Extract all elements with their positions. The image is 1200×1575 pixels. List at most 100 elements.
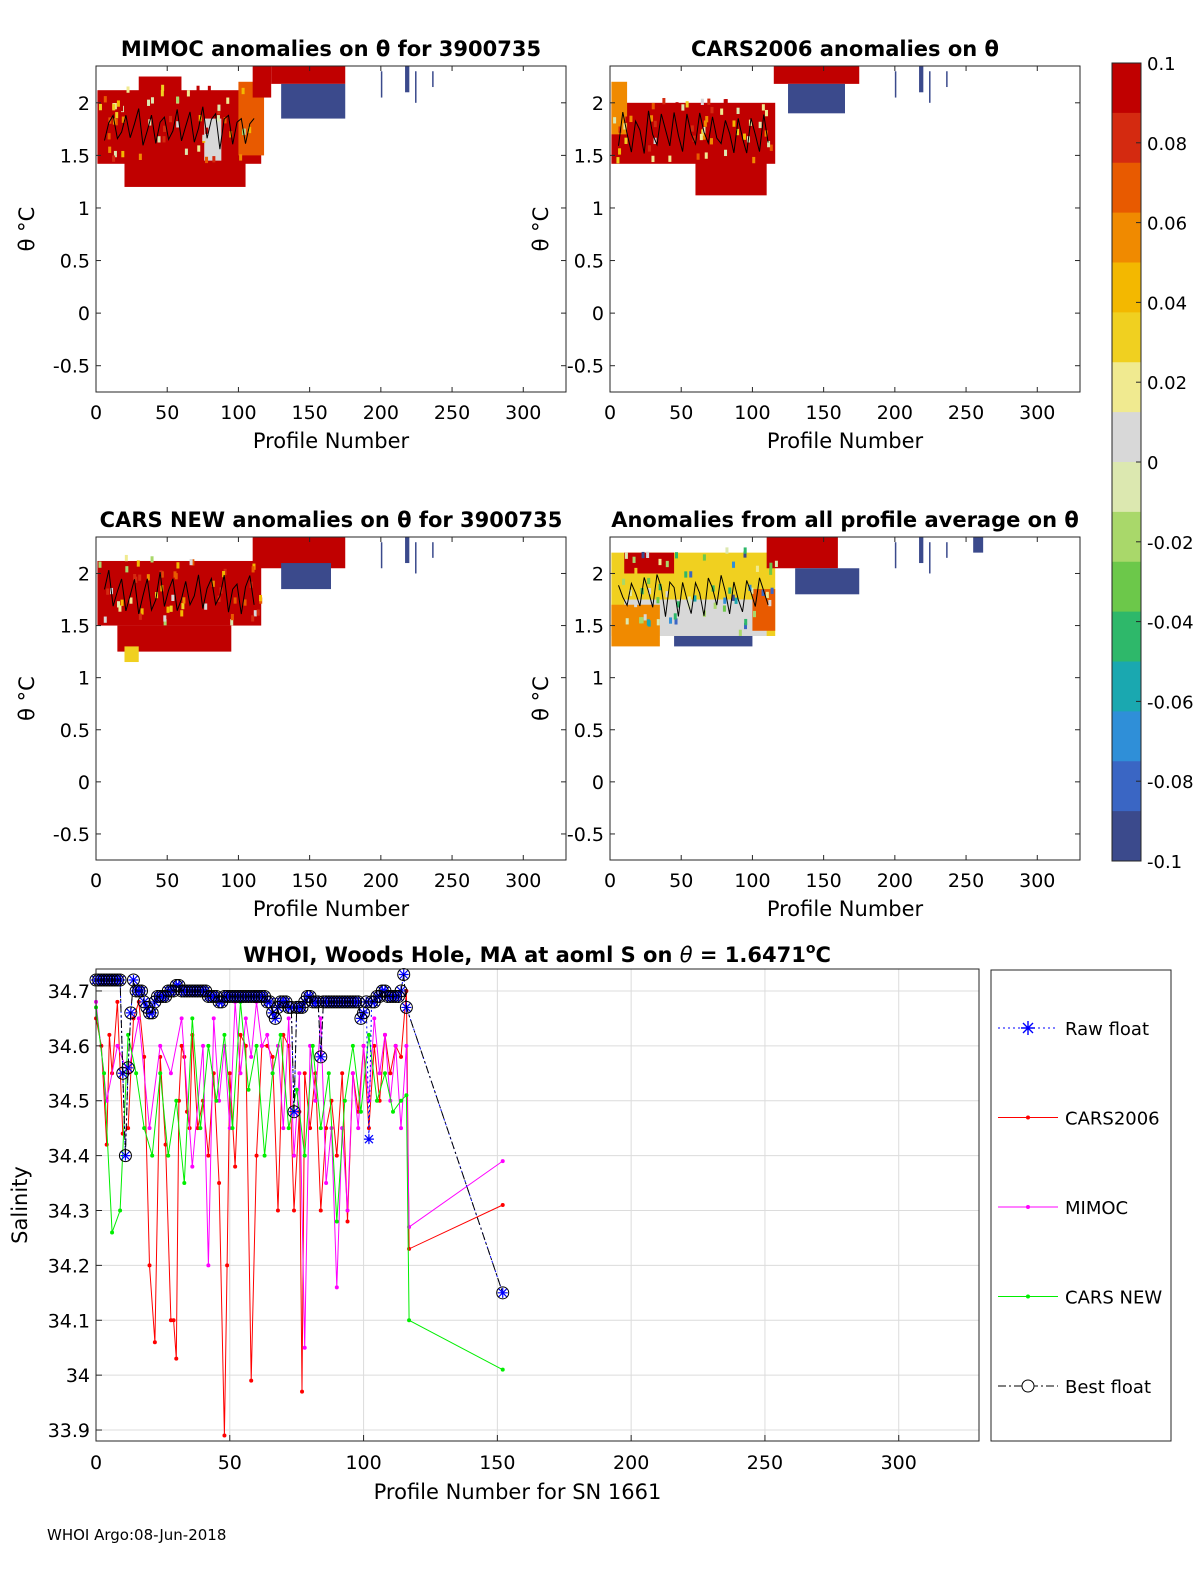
anomaly-cell [685, 101, 689, 108]
data-point [223, 989, 237, 1003]
anomaly-cell [98, 561, 102, 568]
contour-line [104, 569, 255, 615]
anomaly-cell [130, 135, 134, 142]
anomaly-cell [724, 149, 728, 157]
anomaly-cell [650, 115, 654, 122]
anomaly-cell [702, 554, 706, 561]
anomaly-cell [723, 99, 727, 106]
anomaly-cell [103, 96, 107, 103]
anomaly-cell [648, 588, 652, 595]
x-tick-label: 0 [90, 1452, 102, 1474]
data-point [308, 995, 322, 1009]
colorbar-swatch [1112, 312, 1141, 363]
colorbar-swatch [1112, 711, 1141, 762]
colorbar-tick-label: 0.04 [1147, 293, 1187, 314]
colorbar-swatch [1112, 761, 1141, 812]
anomaly-cell [202, 134, 206, 142]
anomaly-cell [124, 554, 128, 562]
data-point [359, 995, 373, 1009]
data-point [143, 1006, 157, 1020]
colorbar-swatch [1112, 661, 1141, 712]
data-point [239, 989, 253, 1003]
y-tick-label: 0.5 [574, 251, 604, 273]
anomaly-cell [639, 617, 643, 624]
anomaly-cell [732, 120, 736, 127]
anomaly-cell [678, 113, 682, 120]
anomaly-cell [145, 592, 149, 599]
anomaly-cell [674, 618, 678, 625]
data-point [324, 995, 338, 1009]
data-point [345, 1208, 350, 1213]
data-point [180, 984, 194, 998]
data-point [126, 1126, 131, 1131]
data-point [247, 989, 261, 1003]
data-point [300, 1389, 305, 1394]
data-point [330, 995, 344, 1009]
anomaly-cell [628, 589, 632, 597]
x-tick-label: 0 [90, 402, 102, 424]
anomaly-cell [120, 599, 124, 606]
legend-marker [1021, 1379, 1035, 1393]
data-point [313, 996, 324, 1007]
anomaly-cell [676, 601, 680, 608]
x-tick-label: 100 [220, 402, 256, 424]
data-point [366, 1098, 371, 1103]
y-tick-label: 2 [78, 93, 90, 115]
anomaly-cell [176, 562, 180, 569]
axes-box [609, 65, 1081, 393]
anomaly-cell [169, 605, 173, 612]
anomaly-cell [656, 619, 660, 626]
data-point [201, 989, 215, 1003]
y-axis-label: θ °C [15, 207, 39, 252]
anomaly-cell [734, 597, 738, 604]
anomaly-cell [720, 108, 724, 115]
data-point [334, 1153, 339, 1158]
data-point [136, 1016, 141, 1021]
anomaly-block [281, 563, 331, 590]
x-tick-label: 0 [604, 402, 616, 424]
anomaly-cell [653, 120, 657, 128]
anomaly-cell [946, 71, 948, 88]
y-tick-label: 1.5 [60, 145, 90, 167]
data-point [118, 1208, 123, 1213]
y-tick-label: 33.9 [48, 1420, 90, 1442]
anomaly-cell [415, 542, 417, 574]
anomaly-cell [159, 570, 163, 577]
anomaly-cell [647, 145, 651, 152]
anomaly-cell [662, 97, 666, 105]
y-tick-label: 2 [78, 563, 90, 585]
anomaly-cell [125, 566, 129, 573]
anomaly-cell [681, 104, 685, 111]
y-tick-label: 0 [592, 772, 604, 794]
data-point [399, 1000, 413, 1014]
y-tick-label: 0 [78, 303, 90, 325]
anomaly-cell [380, 542, 383, 569]
data-point [326, 1071, 331, 1076]
data-point [286, 1016, 291, 1021]
y-tick-label: 1 [592, 668, 604, 690]
anomaly-cell [766, 121, 770, 128]
anomaly-cell [625, 116, 629, 123]
data-point [222, 1433, 227, 1438]
anomaly-cell [658, 584, 662, 591]
x-tick-label: 250 [434, 870, 470, 892]
x-tick-label: 300 [881, 1452, 917, 1474]
axes-box [95, 65, 567, 393]
data-point [158, 1043, 163, 1048]
data-point [242, 989, 256, 1003]
data-point [206, 1153, 211, 1158]
anomaly-cell [684, 571, 688, 578]
anomaly-cell [687, 596, 691, 603]
anomaly-cell [646, 619, 650, 626]
data-point [220, 989, 234, 1003]
data-point [391, 1109, 396, 1114]
anomaly-block [405, 537, 410, 564]
data-point [179, 1016, 184, 1021]
anomaly-cell [157, 579, 161, 586]
data-point [211, 1016, 216, 1021]
data-point [343, 995, 357, 1009]
plot-area [96, 969, 979, 1441]
anomaly-cell [230, 619, 234, 626]
colorbar-swatch [1112, 262, 1141, 313]
data-point [227, 1071, 232, 1076]
